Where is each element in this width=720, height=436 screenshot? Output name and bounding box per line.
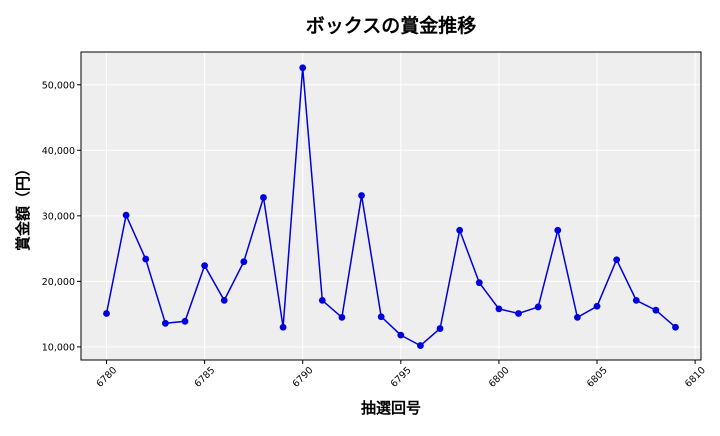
y-tick-label: 30,000: [42, 211, 75, 222]
x-tick-label: 6790: [291, 365, 316, 390]
data-point: [397, 331, 405, 339]
data-point: [593, 302, 601, 310]
x-tick-label: 6810: [683, 365, 708, 390]
data-point: [613, 256, 621, 264]
data-point: [672, 323, 679, 331]
data-point: [515, 310, 522, 317]
data-point: [632, 296, 640, 304]
plot-frame: [80, 51, 702, 361]
series-prize: [103, 64, 679, 349]
y-axis-ticks: 10,000 20,000 30,000 40,000 50,000: [42, 80, 81, 353]
data-point: [377, 313, 385, 321]
chart-title: ボックスの賞金推移: [306, 14, 476, 37]
data-point: [220, 296, 228, 304]
data-point: [358, 192, 365, 199]
y-tick-label: 40,000: [42, 146, 75, 157]
data-point: [240, 258, 248, 266]
data-point: [573, 314, 581, 321]
y-tick-label: 10,000: [42, 342, 75, 353]
axes: [80, 51, 702, 361]
grid-lines: [81, 52, 701, 360]
x-tick-label: 6785: [193, 365, 218, 390]
data-point: [122, 211, 130, 219]
data-point: [181, 317, 189, 325]
data-point: [652, 306, 660, 314]
data-point: [201, 262, 209, 270]
x-tick-label: 6795: [389, 365, 414, 390]
series-line: [105, 67, 676, 347]
data-point: [142, 255, 150, 263]
data-point: [279, 323, 287, 331]
x-axis-label: 抽選回号: [361, 399, 421, 417]
x-tick-label: 6805: [585, 365, 610, 390]
x-axis-ticks: 6780 6785 6790 6795 6800 6805 6810: [94, 360, 708, 390]
plot-area: [81, 52, 701, 360]
x-tick-label: 6780: [94, 365, 119, 390]
data-point: [299, 64, 307, 72]
y-axis-label: 賞金額（円）: [14, 161, 32, 251]
data-point: [338, 314, 346, 321]
data-point: [436, 325, 444, 332]
data-point: [475, 279, 483, 287]
data-point: [260, 194, 267, 201]
data-point: [495, 305, 503, 313]
data-point: [417, 342, 424, 349]
x-tick-label: 6800: [487, 365, 512, 390]
data-point: [318, 296, 326, 304]
data-point: [161, 319, 169, 327]
data-point: [103, 310, 110, 317]
y-tick-label: 50,000: [42, 80, 75, 91]
data-point: [554, 226, 562, 234]
data-point: [456, 226, 464, 234]
data-point: [534, 303, 542, 311]
y-tick-label: 20,000: [42, 277, 75, 288]
